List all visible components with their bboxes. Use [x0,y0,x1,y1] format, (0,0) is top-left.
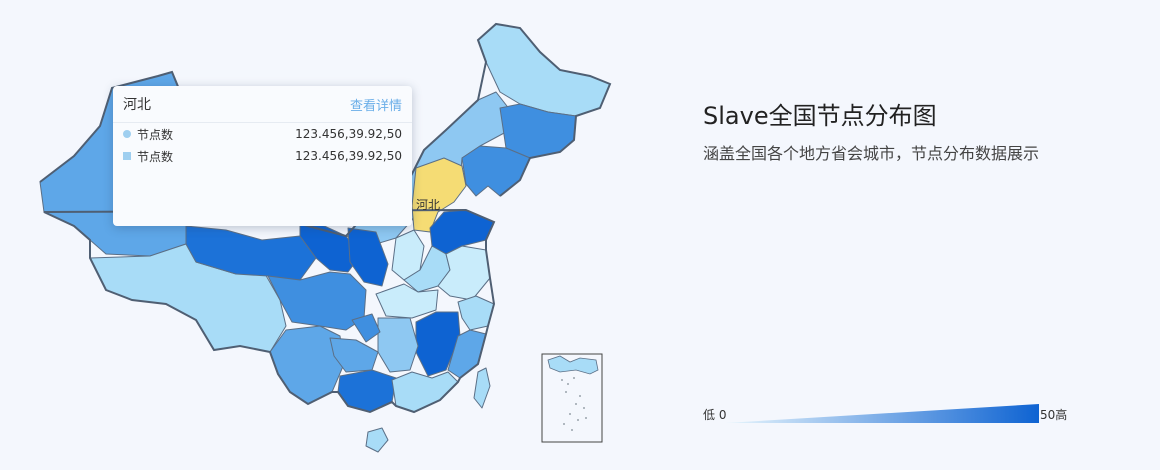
legend-high-label: 高 [1055,408,1068,422]
circle-marker-icon [123,130,131,138]
view-details-link[interactable]: 查看详情 [349,98,402,114]
tooltip-title: 河北 [123,97,151,113]
tooltip-row: 节点数 123.456,39.92,50 [113,145,412,167]
square-marker-icon [123,152,131,160]
province-chongqing[interactable] [351,313,381,343]
province-taiwan[interactable] [473,367,491,409]
province-hunan[interactable] [377,317,419,373]
tooltip-row: 节点数 123.456,39.92,50 [113,123,412,145]
tooltip-row-label: 节点数 [137,127,174,142]
province-liaoning[interactable] [461,145,531,197]
province-shaanxi[interactable] [347,227,389,287]
tooltip-row-value: 123.456,39.92,50 [295,149,402,163]
south-china-sea-inset [541,353,603,443]
panel-description: 涵盖全国各个地方省会城市，节点分布数据展示 [703,144,1040,163]
province-hubei[interactable] [375,283,439,319]
province-hebei[interactable] [411,157,467,233]
map-highlight-label: 河北 [416,198,440,212]
color-legend: 低 0 50高 [703,403,1083,425]
legend-min-value: 0 [718,408,727,422]
legend-high: 50高 [1040,406,1067,423]
legend-low: 低 0 [703,406,726,423]
panel-title: Slave全国节点分布图 [703,102,937,130]
tooltip-header: 河北 查看详情 [113,86,412,123]
china-node-map: 河北 [39,22,612,453]
legend-gradient-bar[interactable] [725,403,1041,425]
tooltip-row-value: 123.456,39.92,50 [295,127,402,141]
legend-max-value: 50 [1040,408,1056,422]
tooltip-row-label: 节点数 [137,149,174,164]
province-tooltip: 河北 查看详情 节点数 123.456,39.92,50 节点数 123.456… [113,86,412,226]
province-hainan[interactable] [365,427,389,453]
legend-low-label: 低 [703,408,716,422]
